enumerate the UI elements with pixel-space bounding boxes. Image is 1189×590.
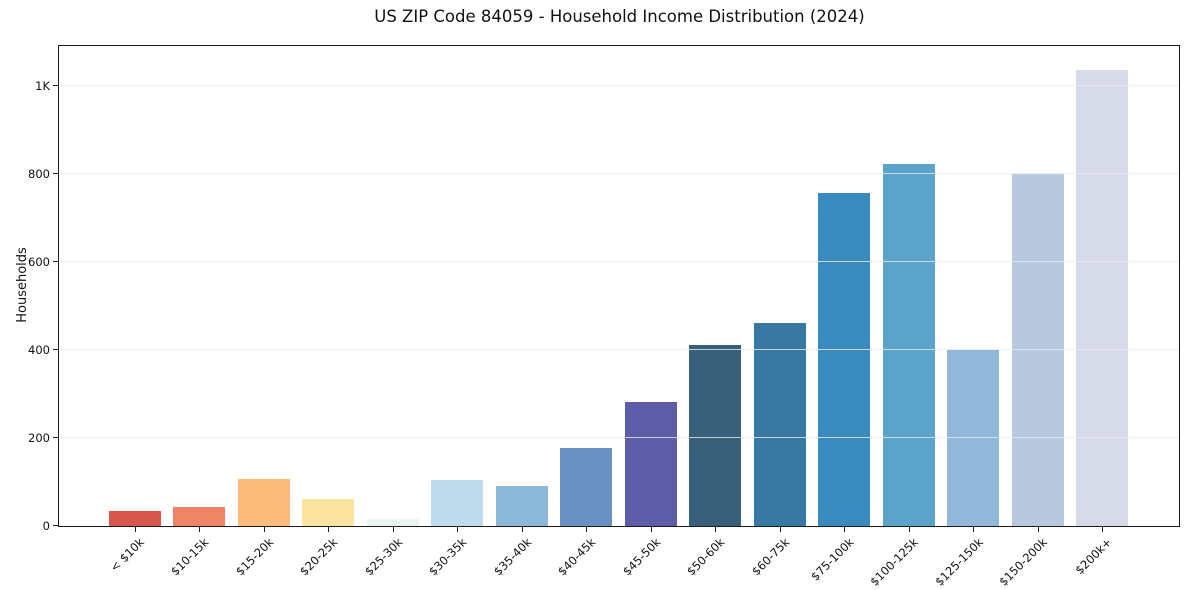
bar-$75-100k	[818, 193, 871, 526]
x-tick-label-$30-35k: $30-35k	[426, 535, 470, 579]
y-tick-mark-800	[53, 173, 58, 175]
x-tick-mark-$25-30k	[392, 527, 394, 532]
bar-$100-125k	[882, 164, 935, 526]
x-tick-label-$125-150k: $125-150k	[931, 535, 986, 589]
x-tick-mark-$10-15k	[199, 527, 201, 532]
bar-$60-75k	[753, 322, 806, 526]
x-tick-label-$10-15k: $10-15k	[168, 535, 212, 579]
x-tick-mark-$100-125k	[908, 527, 910, 532]
x-tick-label-$35-40k: $35-40k	[490, 535, 535, 579]
y-tick-label-600: 600	[28, 254, 50, 269]
gridline-200	[59, 437, 1179, 439]
x-tick-label-$150-200k: $150-200k	[996, 535, 1051, 589]
y-tick-mark-400	[53, 349, 58, 351]
x-tick-mark-< $10k	[134, 527, 136, 532]
x-tick-mark-$30-35k	[457, 527, 459, 532]
x-tick-label-$75-100k: $75-100k	[808, 535, 857, 584]
x-tick-mark-$75-100k	[844, 527, 846, 532]
bar-$30-35k	[431, 479, 484, 526]
x-tick-label-$50-60k: $50-60k	[684, 535, 728, 579]
plot-area	[58, 45, 1180, 527]
x-tick-mark-$60-75k	[779, 527, 781, 532]
gridline-800	[59, 173, 1179, 175]
x-tick-label-$40-45k: $40-45k	[555, 535, 599, 579]
x-tick-label-$60-75k: $60-75k	[748, 535, 793, 579]
x-tick-label-$100-125k: $100-125k	[867, 535, 922, 589]
y-tick-label-0: 0	[42, 518, 50, 533]
bar-$45-50k	[624, 401, 677, 526]
x-tick-label-$25-30k: $25-30k	[361, 535, 406, 579]
x-tick-label-$20-25k: $20-25k	[297, 535, 341, 579]
gridline-1000	[59, 85, 1179, 87]
y-tick-mark-200	[53, 437, 58, 439]
bar-$15-20k	[237, 479, 290, 526]
gridline-600	[59, 261, 1179, 263]
bar-$20-25k	[302, 499, 355, 526]
chart-title: US ZIP Code 84059 - Household Income Dis…	[374, 7, 865, 26]
y-tick-mark-600	[53, 261, 58, 263]
x-tick-mark-$40-45k	[586, 527, 588, 532]
y-tick-label-1K: 1K	[35, 78, 50, 93]
gridline-400	[59, 349, 1179, 351]
bar-$40-45k	[560, 447, 613, 526]
x-tick-mark-$15-20k	[263, 527, 265, 532]
bar-$200k+	[1076, 69, 1129, 526]
y-tick-label-800: 800	[28, 166, 50, 181]
y-tick-label-200: 200	[28, 430, 50, 445]
x-tick-mark-$35-40k	[521, 527, 523, 532]
y-tick-mark-1000	[53, 85, 58, 87]
x-tick-mark-$200k+	[1102, 527, 1104, 532]
x-tick-label-$45-50k: $45-50k	[619, 535, 664, 579]
bar-< $10k	[109, 510, 161, 526]
x-tick-label-$15-20k: $15-20k	[232, 535, 277, 579]
x-tick-mark-$45-50k	[650, 527, 652, 532]
x-tick-mark-$125-150k	[973, 527, 975, 532]
y-tick-label-400: 400	[28, 342, 50, 357]
bar-$35-40k	[495, 485, 548, 526]
bar-$10-15k	[173, 507, 226, 526]
x-tick-label-< $10k: < $10k	[107, 535, 148, 575]
x-tick-label-$200k+: $200k+	[1072, 535, 1115, 578]
bar-$25-30k	[366, 518, 419, 526]
bar-$50-60k	[689, 344, 742, 526]
bar-$150-200k	[1011, 174, 1064, 526]
y-tick-mark-0	[53, 525, 58, 527]
x-tick-mark-$20-25k	[328, 527, 330, 532]
x-tick-mark-$150-200k	[1037, 527, 1039, 532]
x-tick-mark-$50-60k	[715, 527, 717, 532]
